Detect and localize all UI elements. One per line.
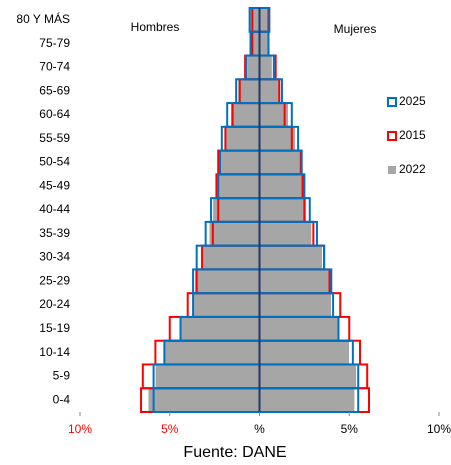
bar — [201, 245, 260, 270]
y-tick-label: 40-44 — [39, 202, 70, 216]
bar — [259, 269, 330, 294]
bar — [219, 150, 260, 175]
y-tick-label: 80 Y MÁS — [16, 11, 70, 26]
legend-label: 2015 — [399, 128, 426, 142]
y-tick-label: 65-69 — [39, 83, 70, 97]
left-label: Hombres — [131, 20, 180, 34]
source: Fuente: DANE — [183, 444, 286, 461]
y-tick-label: 15-19 — [39, 321, 70, 335]
legend-swatch — [388, 166, 396, 174]
bar — [259, 387, 355, 413]
y-tick-label: 25-29 — [39, 273, 70, 287]
right-label: Mujeres — [334, 22, 377, 36]
bar — [155, 364, 260, 389]
bar — [208, 221, 260, 246]
bar — [259, 245, 323, 270]
x-tick-label: 10% — [427, 422, 451, 436]
bar — [259, 174, 303, 199]
bar — [259, 126, 296, 151]
y-tick-label: 55-59 — [39, 131, 70, 145]
y-tick-label: 0-4 — [53, 392, 71, 406]
legend-swatch — [387, 131, 397, 141]
y-tick-label: 5-9 — [53, 369, 71, 383]
y-tick-label: 45-49 — [39, 178, 70, 192]
bar — [164, 340, 260, 365]
y-tick-label: 10-14 — [39, 345, 70, 359]
bar — [259, 55, 273, 80]
legend-swatch — [387, 97, 397, 107]
y-tick-label: 60-64 — [39, 107, 70, 121]
bar — [194, 269, 260, 294]
bar — [259, 316, 339, 341]
legend-label: 2022 — [399, 162, 426, 176]
bar — [259, 31, 269, 56]
bar — [147, 387, 260, 413]
bar — [180, 316, 260, 341]
bar — [259, 340, 350, 365]
bar — [212, 197, 260, 223]
y-tick-label: 75-79 — [39, 36, 70, 50]
y-tick-label: 70-74 — [39, 60, 70, 74]
bar — [237, 79, 260, 104]
legend-label: 2025 — [399, 94, 426, 108]
x-tick-label: 5% — [161, 422, 179, 436]
bar — [230, 102, 260, 128]
y-tick-label: 35-39 — [39, 226, 70, 240]
bar — [259, 197, 307, 223]
x-tick-label: % — [254, 422, 265, 436]
bar — [259, 150, 302, 175]
bar — [225, 126, 260, 151]
bar — [259, 221, 312, 246]
y-tick-label: 20-24 — [39, 297, 70, 311]
bar — [217, 174, 260, 199]
y-tick-label: 50-54 — [39, 155, 70, 169]
bar — [259, 364, 357, 389]
x-tick-label: 5% — [341, 422, 359, 436]
bar — [259, 292, 332, 318]
bar — [249, 7, 260, 33]
bar — [192, 292, 260, 318]
x-tick-label: 10% — [68, 422, 92, 436]
bar — [259, 79, 280, 104]
y-tick-label: 30-34 — [39, 250, 70, 264]
bar — [246, 55, 260, 80]
